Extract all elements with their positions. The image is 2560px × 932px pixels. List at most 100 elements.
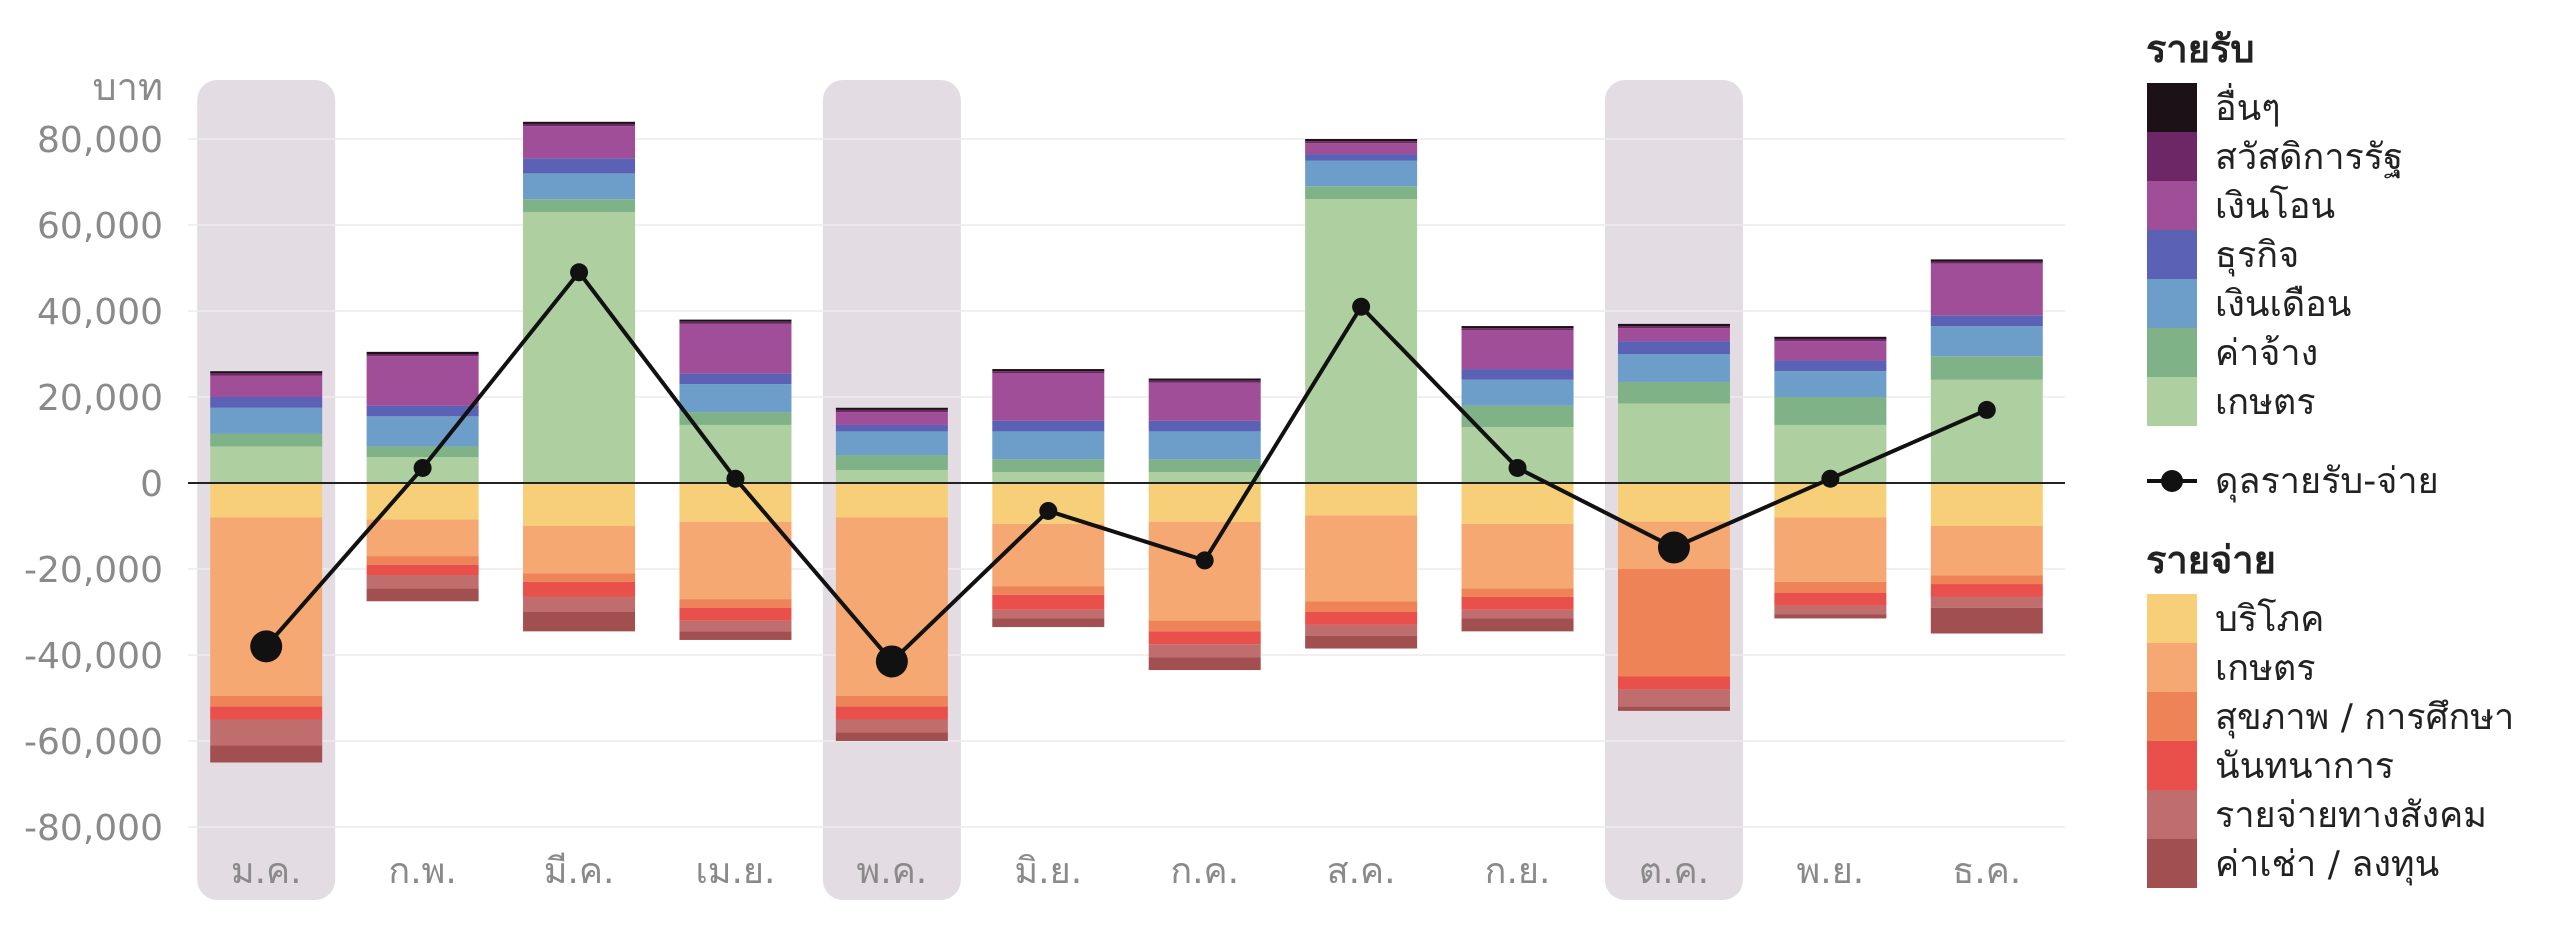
bar-segment-income xyxy=(523,199,636,213)
bar-segment-income xyxy=(992,371,1105,374)
bar-segment-expense xyxy=(992,594,1105,610)
legend-swatch xyxy=(2147,790,2197,839)
bar-segment-income xyxy=(679,323,792,374)
bar-segment-income xyxy=(366,351,479,354)
bar-segment-expense xyxy=(1930,596,2043,608)
balance-point xyxy=(570,263,589,282)
x-tick-label: พ.ย. xyxy=(1797,851,1865,892)
balance-point xyxy=(1977,400,1996,419)
bar-segment-income xyxy=(210,433,323,447)
bar-segment-income xyxy=(523,121,636,124)
legend-label: ดุลรายรับ-จ่าย xyxy=(2215,461,2439,503)
bar-segment-expense xyxy=(679,607,792,621)
x-tick-label: ก.ค. xyxy=(1170,851,1239,892)
bar-segment-income xyxy=(835,407,948,410)
bar-segment-income xyxy=(1930,326,2043,357)
legend-label: สวัสดิการรัฐ xyxy=(2215,137,2403,179)
bar-segment-income xyxy=(1774,338,1887,342)
y-axis-unit: บาท xyxy=(92,65,163,109)
bar-segment-expense xyxy=(1774,581,1887,593)
bar-segment-expense xyxy=(1774,517,1887,582)
bar-segment-income xyxy=(1148,382,1261,421)
bar-segment-income xyxy=(992,431,1105,460)
y-tick-label: 80,000 xyxy=(37,120,163,161)
bar-segment-expense xyxy=(1305,624,1418,636)
legend-label: เงินโอน xyxy=(2215,185,2335,227)
bar-segment-income xyxy=(835,412,948,425)
grid-lines xyxy=(188,138,2065,828)
bar-segment-income xyxy=(1930,379,2043,483)
y-tick-label: -40,000 xyxy=(24,636,163,677)
bar-segment-expense xyxy=(1148,521,1261,621)
bar-segment-expense xyxy=(835,719,948,733)
y-tick-label: 40,000 xyxy=(37,292,163,333)
bar-segment-income xyxy=(1305,141,1418,144)
bar-segment-expense xyxy=(1148,644,1261,658)
bar-segment-income xyxy=(1930,263,2043,316)
bar-segment-income xyxy=(835,409,948,413)
bar-segment-income xyxy=(835,455,948,471)
legend-label: ค่าจ้าง xyxy=(2215,333,2318,374)
bar-segment-income xyxy=(1305,139,1418,142)
bar-segment-expense xyxy=(1148,620,1261,632)
bar-segment-income xyxy=(992,472,1105,483)
bar-segment-expense xyxy=(1774,592,1887,606)
bar-segment-income xyxy=(679,373,792,385)
bar-segment-income xyxy=(1930,261,2043,264)
bar-segment-income xyxy=(523,173,636,200)
bar-segment-expense xyxy=(1148,631,1261,645)
legend-label: เกษตร xyxy=(2215,382,2316,423)
bar-segment-expense xyxy=(523,526,636,574)
bar-segment-income xyxy=(1461,369,1574,380)
bar-segment-expense xyxy=(1461,609,1574,619)
bar-segment-expense xyxy=(1774,605,1887,615)
bar-segment-income xyxy=(1774,371,1887,397)
bar-segment-expense xyxy=(1461,618,1574,632)
stacked-bars xyxy=(210,121,2043,763)
legend-label: เงินเดือน xyxy=(2215,284,2351,325)
bar-segment-expense xyxy=(523,612,636,632)
bar-segment-income xyxy=(992,369,1105,372)
bar-segment-expense xyxy=(992,609,1105,619)
legend-swatch xyxy=(2147,643,2197,692)
bar-segment-expense xyxy=(992,586,1105,595)
bar-segment-income xyxy=(679,384,792,413)
bar-segment-income xyxy=(679,412,792,425)
legend-label: เกษตร xyxy=(2215,648,2316,689)
bar-segment-income xyxy=(1774,336,1887,339)
bar-segment-expense xyxy=(1930,607,2043,634)
bar-segment-income xyxy=(523,126,636,159)
bar-segment-expense xyxy=(1305,483,1418,516)
bar-segment-income xyxy=(1148,431,1261,460)
bar-segment-income xyxy=(366,354,479,357)
bar-segment-expense xyxy=(366,519,479,557)
bar-segment-expense xyxy=(1461,588,1574,597)
legend-label: ธุรกิจ xyxy=(2215,235,2299,277)
balance-series xyxy=(250,263,1996,678)
balance-point xyxy=(875,645,908,678)
legend: รายรับ รายจ่าย อื่นๆสวัสดิการรัฐเงินโอนธ… xyxy=(2146,27,2514,888)
balance-point xyxy=(1195,551,1214,570)
bar-segment-income xyxy=(1774,341,1887,361)
bar-segment-expense xyxy=(679,599,792,608)
bar-segment-expense xyxy=(1305,601,1418,612)
y-tick-label: -60,000 xyxy=(24,722,163,763)
balance-point xyxy=(1508,458,1527,477)
y-tick-label: 0 xyxy=(140,464,163,505)
bar-segment-income xyxy=(1617,381,1730,404)
x-tick-label: ก.พ. xyxy=(388,851,456,892)
bar-segment-income xyxy=(1148,420,1261,432)
x-tick-label: ม.ค. xyxy=(231,851,302,892)
x-tick-label: ก.ย. xyxy=(1485,851,1551,892)
bar-segment-income xyxy=(1617,326,1730,329)
bar-segment-income xyxy=(366,356,479,406)
bar-segment-income xyxy=(992,373,1105,421)
y-axis: บาท 80,000 60,000 40,000 20,000 0 -20,000 -40,… xyxy=(24,65,163,849)
bar-segment-income xyxy=(835,470,948,483)
balance-point xyxy=(413,458,432,477)
bar-segment-expense xyxy=(679,631,792,640)
bar-segment-expense xyxy=(210,745,323,763)
legend-swatch xyxy=(2147,328,2197,377)
bar-segment-income xyxy=(1305,186,1418,200)
